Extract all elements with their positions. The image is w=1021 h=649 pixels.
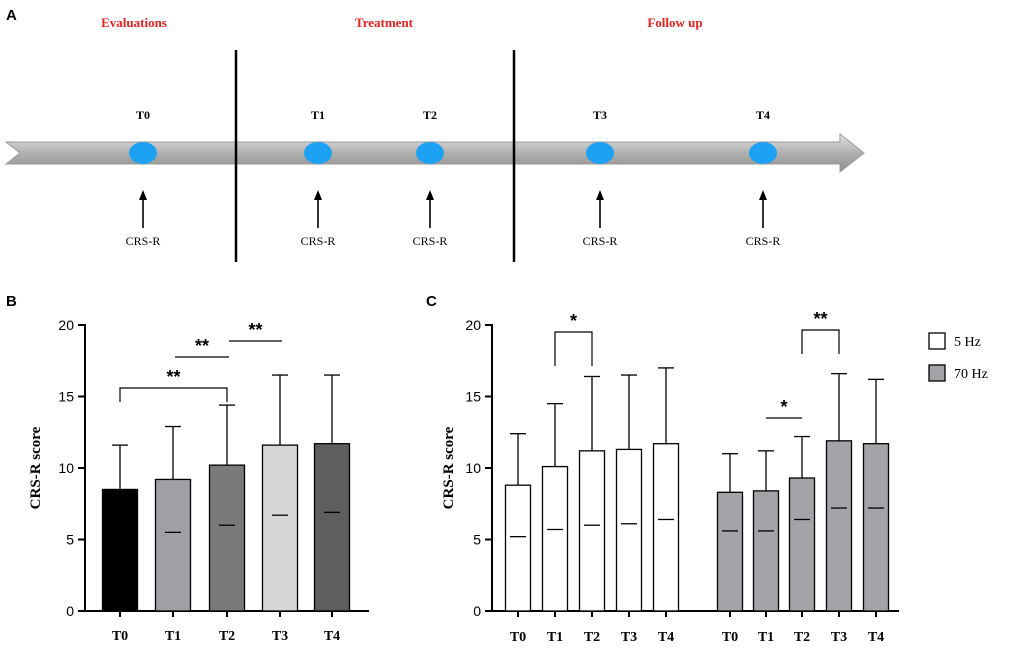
chart-c-s5hz-bar-t1 xyxy=(541,465,569,612)
chart-c-s5hz-bar-t2 xyxy=(578,450,606,612)
chart-c-ytick-label: 5 xyxy=(473,532,481,548)
chart-c-xtick-label: T4 xyxy=(868,630,884,645)
legend-label-5hz: 5 Hz xyxy=(954,335,981,350)
chart-b-xtick-label: T2 xyxy=(219,629,235,644)
chart-c-ytick-label: 15 xyxy=(465,389,481,405)
timepoint-label-t2: T2 xyxy=(423,108,437,122)
chart-c-s5hz-bar-t3 xyxy=(615,448,643,612)
chart-c: 0 5 10 15 20 CRS-R score T0 T1 T2 T3 T4 T0 T1 T2 T3 T4 *… xyxy=(441,309,988,645)
chart-b: 0 5 10 15 20 CRS-R score T0 T1 T2 T3 T4 ** ** ** xyxy=(28,317,369,644)
chart-b-ytick-label: 20 xyxy=(58,317,74,333)
chart-b-bar-t3 xyxy=(261,444,299,612)
chart-b-sig-label: ** xyxy=(248,320,262,340)
chart-c-sig-label: ** xyxy=(813,309,827,329)
timepoint-label-t3: T3 xyxy=(593,108,607,122)
chart-c-ytick-label: 10 xyxy=(465,460,481,476)
chart-b-xtick-label: T1 xyxy=(165,629,181,644)
chart-c-ytick-label: 20 xyxy=(465,317,481,333)
phase-treatment: Treatment xyxy=(355,15,414,30)
legend-swatch-5hz xyxy=(928,332,946,350)
chart-c-xtick-label: T3 xyxy=(621,630,637,645)
timepoint-label-t0: T0 xyxy=(136,108,150,122)
chart-c-xtick-label: T2 xyxy=(584,630,600,645)
measure-arrowhead-t3 xyxy=(596,190,604,200)
panel-a-letter: A xyxy=(6,7,17,24)
chart-c-s5hz-bar-t4 xyxy=(652,443,680,612)
chart-b-xtick-label: T4 xyxy=(324,629,340,644)
phase-follow-up: Follow up xyxy=(647,15,702,30)
measure-arrowhead-t0 xyxy=(139,190,147,200)
legend-swatch-70hz xyxy=(928,364,946,382)
chart-c-xtick-label: T4 xyxy=(658,630,674,645)
timepoint-dot-t4 xyxy=(749,142,777,164)
chart-b-bar-t1 xyxy=(154,478,192,612)
chart-b-ytick-label: 15 xyxy=(58,389,74,405)
chart-c-xtick-label: T0 xyxy=(510,630,526,645)
measure-label-t3: CRS-R xyxy=(583,234,618,248)
chart-c-sig-bracket xyxy=(801,329,840,354)
measure-label-t0: CRS-R xyxy=(126,234,161,248)
chart-c-sig-label: * xyxy=(570,311,577,331)
legend-label-70hz: 70 Hz xyxy=(954,367,988,382)
chart-c-s5hz-bar-t0 xyxy=(504,484,532,612)
chart-c-s70hz-bar-t1 xyxy=(752,490,780,612)
chart-c-xtick-label: T1 xyxy=(758,630,774,645)
timepoint-dot-t0 xyxy=(129,142,157,164)
chart-b-xtick-label: T3 xyxy=(272,629,288,644)
chart-b-ytick-label: 0 xyxy=(66,603,74,619)
chart-c-ytick-label: 0 xyxy=(473,603,481,619)
chart-c-s70hz-bar-t0 xyxy=(716,491,744,612)
chart-c-xtick-label: T1 xyxy=(547,630,563,645)
timepoints: T0 CRS-R T1 CRS-R T2 CRS-R T3 CRS-R T4 CRS-R xyxy=(126,108,781,248)
chart-c-sig-bracket xyxy=(554,331,593,366)
timepoint-label-t4: T4 xyxy=(756,108,770,122)
chart-c-sig-label: * xyxy=(780,397,787,417)
phase-evaluations: Evaluations xyxy=(101,15,167,30)
measure-label-t1: CRS-R xyxy=(301,234,336,248)
chart-b-sig-bracket xyxy=(119,387,228,402)
chart-c-s70hz-bar-t4 xyxy=(862,443,890,612)
chart-c-y-axis-label: CRS-R score xyxy=(441,426,457,509)
chart-b-ytick-label: 5 xyxy=(66,532,74,548)
timepoint-dot-t3 xyxy=(586,142,614,164)
chart-b-bar-t0 xyxy=(101,488,139,612)
measure-label-t2: CRS-R xyxy=(413,234,448,248)
chart-c-xtick-label: T0 xyxy=(722,630,738,645)
measure-arrowhead-t2 xyxy=(426,190,434,200)
chart-b-bar-t4 xyxy=(313,443,351,612)
measure-arrowhead-t1 xyxy=(314,190,322,200)
timepoint-dot-t1 xyxy=(304,142,332,164)
chart-b-ytick-label: 10 xyxy=(58,460,74,476)
chart-b-y-axis-label: CRS-R score xyxy=(28,426,44,509)
measure-arrowhead-t4 xyxy=(759,190,767,200)
timepoint-dot-t2 xyxy=(416,142,444,164)
panel-b-letter: B xyxy=(6,293,17,310)
timepoint-label-t1: T1 xyxy=(311,108,325,122)
panel-c-letter: C xyxy=(426,293,437,310)
chart-c-s70hz-bar-t2 xyxy=(788,477,816,612)
chart-c-s70hz-bar-t3 xyxy=(825,440,853,612)
chart-b-sig-label: ** xyxy=(166,367,180,387)
measure-label-t4: CRS-R xyxy=(746,234,781,248)
chart-c-xtick-label: T3 xyxy=(831,630,847,645)
chart-b-sig-label: ** xyxy=(195,336,209,356)
chart-c-xtick-label: T2 xyxy=(794,630,810,645)
chart-b-xtick-label: T0 xyxy=(112,629,128,644)
chart-b-bar-t2 xyxy=(208,464,246,612)
